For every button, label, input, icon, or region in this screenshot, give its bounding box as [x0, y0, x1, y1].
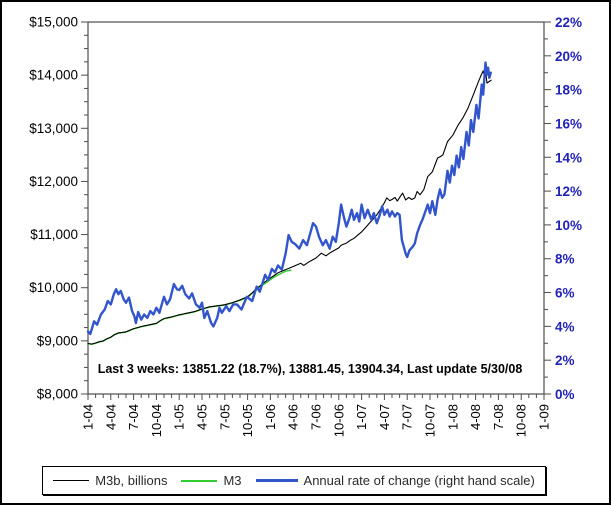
- right-axis-tick-label: 16%: [555, 116, 582, 131]
- x-axis-tick-label: 1-09: [537, 404, 552, 430]
- left-axis-tick-label: $12,000: [29, 174, 78, 189]
- x-axis-tick-label: 1-08: [445, 404, 460, 430]
- right-axis-tick-label: 12%: [555, 184, 582, 199]
- right-axis-tick-label: 22%: [555, 15, 582, 30]
- right-axis-tick-label: 0%: [555, 387, 575, 402]
- x-axis-tick-label: 4-07: [377, 404, 392, 430]
- legend-label-m3: M3: [223, 473, 242, 488]
- m3-line-swatch-icon: [181, 479, 218, 482]
- x-axis-tick-label: 1-07: [354, 404, 369, 430]
- x-axis-tick-label: 10-05: [240, 404, 255, 437]
- x-axis-tick-label: 1-06: [263, 404, 278, 430]
- left-axis-tick-label: $10,000: [29, 280, 78, 295]
- right-axis-tick-label: 20%: [555, 49, 582, 64]
- x-axis-tick-label: 10-04: [149, 404, 164, 437]
- left-axis-tick-label: $11,000: [30, 227, 78, 242]
- chart-plot-area: $8,000 $9,000 $10,000 $11,000 $12,000 $13,000…: [29, 15, 582, 438]
- x-axis-tick-label: 10-08: [514, 404, 529, 437]
- x-axis-tick-label: 10-06: [331, 404, 346, 437]
- right-axis-tick-label: 4%: [555, 319, 575, 334]
- x-axis-tick-label: 7-08: [491, 404, 506, 430]
- right-axis-tick-label: 2%: [555, 353, 575, 368]
- legend-label-annual-rate: Annual rate of change (right hand scale): [303, 473, 535, 488]
- x-axis-tick-label: 4-08: [468, 404, 483, 430]
- x-axis-tick-label: 10-07: [423, 404, 438, 437]
- x-axis-tick-label: 7-04: [126, 404, 141, 430]
- right-axis-tick-label: 18%: [555, 83, 582, 98]
- m3b-line-swatch-icon: [53, 480, 90, 481]
- x-axis-tick-label: 4-05: [195, 404, 210, 430]
- left-axis-tick-label: $13,000: [29, 121, 78, 136]
- right-axis-tick-label: 6%: [555, 286, 575, 301]
- right-axis-tick-label: 8%: [555, 252, 575, 267]
- legend-item-annual-rate: Annual rate of change (right hand scale): [255, 473, 535, 488]
- right-axis-tick-label: 14%: [555, 150, 582, 165]
- right-axis-tick-label: 10%: [555, 218, 582, 233]
- last-3-weeks-annotation: Last 3 weeks: 13851.22 (18.7%), 13881.45…: [98, 362, 523, 376]
- left-axis-tick-label: $9,000: [37, 333, 78, 348]
- series-line-annual-rate-of-change-right-hand-scale: [86, 61, 492, 336]
- left-axis-tick-label: $8,000: [37, 387, 78, 402]
- x-axis-tick-label: 1-04: [81, 404, 96, 430]
- left-axis-tick-label: $14,000: [29, 68, 78, 83]
- chart-legend: M3b, billions M3 Annual rate of change (…: [42, 466, 546, 495]
- x-axis-tick-label: 4-04: [103, 404, 118, 430]
- x-axis-tick-label: 7-05: [217, 404, 232, 430]
- x-axis-tick-label: 1-05: [172, 404, 187, 430]
- annual-rate-line-swatch-icon: [255, 479, 298, 482]
- legend-item-m3b: M3b, billions: [53, 473, 167, 488]
- legend-item-m3: M3: [181, 473, 242, 488]
- plot-border: [87, 21, 545, 395]
- left-axis-tick-label: $15,000: [29, 15, 78, 30]
- series-line-m3b-billions: [87, 70, 492, 345]
- x-axis-tick-label: 7-06: [309, 404, 324, 430]
- x-axis-tick-label: 4-06: [286, 404, 301, 430]
- x-axis-tick-label: 7-07: [400, 404, 415, 430]
- legend-label-m3b: M3b, billions: [95, 473, 168, 488]
